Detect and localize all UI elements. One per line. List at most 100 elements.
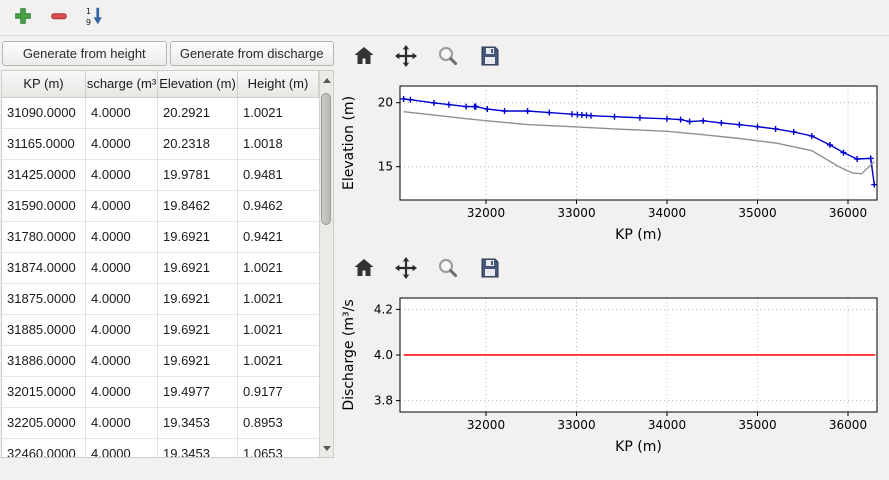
remove-row-button[interactable] (46, 5, 72, 31)
table-cell[interactable]: 31886.0000 (2, 346, 86, 376)
save-button[interactable] (476, 255, 504, 283)
pan-button[interactable] (392, 43, 420, 71)
zoom-icon (436, 44, 460, 71)
table-panel: Generate from height Generate from disch… (0, 37, 336, 480)
table-row[interactable]: 31165.0000 4.0000 20.2318 1.0018 (2, 129, 319, 160)
table-row[interactable]: 31885.0000 4.0000 19.6921 1.0021 (2, 315, 319, 346)
table-cell[interactable]: 31875.0000 (2, 284, 86, 314)
table-cell[interactable]: 19.6921 (158, 253, 238, 283)
table-cell[interactable]: 4.0000 (86, 160, 158, 190)
elevation-chart[interactable]: 32000 33000 34000 35000 36000 15 20 KP (m) Eleva… (336, 78, 889, 248)
triangle-up-icon (322, 77, 331, 83)
generate-from-discharge-button[interactable]: Generate from discharge (169, 41, 334, 66)
table-cell[interactable]: 31780.0000 (2, 222, 86, 252)
pan-button[interactable] (392, 255, 420, 283)
scroll-up-button[interactable] (320, 73, 333, 87)
zoom-button[interactable] (434, 255, 462, 283)
table-row[interactable]: 32460.0000 4.0000 19.3453 1.0653 (2, 439, 319, 457)
column-header[interactable]: Elevation (m) (158, 71, 238, 98)
table-cell[interactable]: 19.4977 (158, 377, 238, 407)
table-cell[interactable]: 19.3453 (158, 408, 238, 438)
home-button[interactable] (350, 43, 378, 71)
table-cell[interactable]: 0.8953 (243, 415, 283, 430)
table-cell[interactable]: 19.3453 (158, 439, 238, 457)
table-cell[interactable]: 31090.0000 (2, 98, 86, 128)
table-cell[interactable]: 1.0021 (243, 353, 283, 368)
table-cell[interactable]: 4.0000 (86, 377, 158, 407)
table-cell[interactable]: 4.0000 (86, 408, 158, 438)
table-cell[interactable]: 1.0021 (243, 260, 283, 275)
svg-text:35000: 35000 (738, 418, 776, 432)
elevation-plot-toolbar (336, 36, 889, 78)
sort-button[interactable]: 1 9 (82, 5, 108, 31)
table-cell[interactable]: 0.9462 (243, 198, 283, 213)
svg-text:32000: 32000 (467, 206, 505, 220)
table-row[interactable]: 31780.0000 4.0000 19.6921 0.9421 (2, 222, 319, 253)
table-cell[interactable]: 4.0000 (86, 284, 158, 314)
table-cell[interactable]: 19.6921 (158, 284, 238, 314)
table-cell[interactable]: 4.0000 (86, 315, 158, 345)
table-cell[interactable]: 19.6921 (158, 346, 238, 376)
table-cell[interactable]: 4.0000 (86, 191, 158, 221)
table-cell[interactable]: 4.0000 (86, 253, 158, 283)
column-header[interactable]: Height (m) (238, 71, 319, 98)
svg-text:3.8: 3.8 (374, 394, 393, 408)
table-cell[interactable]: 4.0000 (86, 222, 158, 252)
table-cell[interactable]: 32205.0000 (2, 408, 86, 438)
table-row[interactable]: 31875.0000 4.0000 19.6921 1.0021 (2, 284, 319, 315)
generate-from-height-button[interactable]: Generate from height (2, 41, 167, 66)
main-toolbar: 1 9 (0, 0, 889, 36)
table-cell[interactable]: 31874.0000 (2, 253, 86, 283)
table-cell[interactable]: 20.2318 (158, 129, 238, 159)
table-row[interactable]: 31590.0000 4.0000 19.8462 0.9462 (2, 191, 319, 222)
table-cell[interactable]: 1.0021 (243, 291, 283, 306)
table-cell[interactable]: 19.9781 (158, 160, 238, 190)
add-row-button[interactable] (10, 5, 36, 31)
table-cell[interactable]: 31590.0000 (2, 191, 86, 221)
table-cell[interactable]: 1.0021 (243, 105, 283, 120)
table-cell[interactable]: 4.0000 (86, 439, 158, 457)
zoom-button[interactable] (434, 43, 462, 71)
table-row[interactable]: 31886.0000 4.0000 19.6921 1.0021 (2, 346, 319, 377)
table-cell[interactable]: 19.8462 (158, 191, 238, 221)
table-cell[interactable]: 4.0000 (86, 346, 158, 376)
table-cell[interactable]: 1.0653 (243, 446, 283, 457)
table-cell[interactable]: 0.9421 (243, 229, 283, 244)
table-row[interactable]: 31090.0000 4.0000 20.2921 1.0021 (2, 98, 319, 129)
table-cell[interactable]: 0.9177 (243, 384, 283, 399)
table-scrollbar[interactable] (319, 71, 333, 457)
column-header[interactable]: scharge (m³ (86, 71, 158, 98)
table-cell[interactable]: 31165.0000 (2, 129, 86, 159)
table-cell[interactable]: 1.0021 (243, 322, 283, 337)
svg-text:1: 1 (86, 6, 91, 16)
table-cell[interactable]: 4.0000 (86, 98, 158, 128)
table-cell[interactable]: 1.0018 (243, 136, 283, 151)
pan-icon (394, 44, 418, 71)
table-cell[interactable]: 31885.0000 (2, 315, 86, 345)
home-icon (352, 256, 376, 283)
table-cell[interactable]: 4.0000 (86, 129, 158, 159)
home-button[interactable] (350, 255, 378, 283)
save-button[interactable] (476, 43, 504, 71)
table-row[interactable]: 31425.0000 4.0000 19.9781 0.9481 (2, 160, 319, 191)
scroll-down-button[interactable] (320, 441, 333, 455)
table-cell[interactable]: 19.6921 (158, 315, 238, 345)
table-row[interactable]: 31874.0000 4.0000 19.6921 1.0021 (2, 253, 319, 284)
svg-text:Discharge (m³/s: Discharge (m³/s (341, 299, 357, 410)
discharge-chart[interactable]: 32000 33000 34000 35000 36000 3.8 4.0 4.2 KP (m)… (336, 290, 889, 460)
table-cell[interactable]: 32015.0000 (2, 377, 86, 407)
table-row[interactable]: 32205.0000 4.0000 19.3453 0.8953 (2, 408, 319, 439)
column-header[interactable]: KP (m) (2, 71, 86, 98)
table-cell[interactable]: 31425.0000 (2, 160, 86, 190)
table-cell[interactable]: 20.2921 (158, 98, 238, 128)
plots-panel: 32000 33000 34000 35000 36000 15 20 KP (m) Eleva… (336, 36, 889, 480)
home-icon (352, 44, 376, 71)
svg-text:33000: 33000 (557, 206, 595, 220)
scrollbar-thumb[interactable] (321, 93, 331, 225)
svg-text:9: 9 (86, 17, 91, 27)
zoom-icon (436, 256, 460, 283)
table-cell[interactable]: 19.6921 (158, 222, 238, 252)
table-row[interactable]: 32015.0000 4.0000 19.4977 0.9177 (2, 377, 319, 408)
table-cell[interactable]: 32460.0000 (2, 439, 86, 457)
table-cell[interactable]: 0.9481 (243, 167, 283, 182)
